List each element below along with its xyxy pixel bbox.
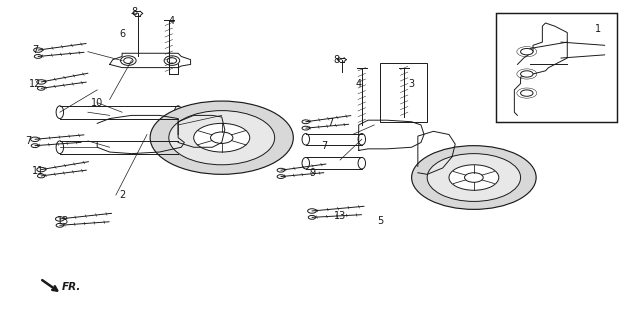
Circle shape bbox=[34, 54, 42, 58]
Circle shape bbox=[520, 71, 533, 77]
Circle shape bbox=[308, 209, 316, 213]
Text: 5: 5 bbox=[378, 216, 384, 226]
Circle shape bbox=[37, 80, 46, 84]
Bar bbox=[381, 63, 427, 122]
Text: 11: 11 bbox=[32, 166, 44, 176]
Text: 9: 9 bbox=[309, 168, 315, 178]
Bar bbox=[495, 13, 617, 122]
Circle shape bbox=[277, 168, 285, 172]
Text: 8: 8 bbox=[132, 7, 138, 17]
Text: 4: 4 bbox=[169, 16, 175, 27]
Text: 10: 10 bbox=[91, 98, 104, 108]
Text: 1: 1 bbox=[595, 24, 602, 34]
Circle shape bbox=[427, 154, 520, 201]
Ellipse shape bbox=[358, 157, 366, 169]
Text: 7: 7 bbox=[26, 136, 32, 146]
Text: 7: 7 bbox=[321, 141, 328, 151]
Text: 7: 7 bbox=[328, 118, 334, 128]
Text: 4: 4 bbox=[356, 78, 362, 89]
Circle shape bbox=[37, 167, 46, 172]
Text: 6: 6 bbox=[119, 29, 125, 39]
Ellipse shape bbox=[56, 141, 64, 154]
Circle shape bbox=[37, 174, 45, 178]
Text: 3: 3 bbox=[409, 78, 415, 89]
Circle shape bbox=[302, 120, 310, 124]
Text: FR.: FR. bbox=[62, 283, 81, 292]
Ellipse shape bbox=[302, 157, 310, 169]
Circle shape bbox=[169, 111, 275, 165]
Ellipse shape bbox=[56, 106, 64, 119]
Text: 8: 8 bbox=[334, 55, 340, 65]
Text: 13: 13 bbox=[334, 211, 346, 221]
Circle shape bbox=[520, 90, 533, 96]
Ellipse shape bbox=[174, 106, 182, 119]
Circle shape bbox=[37, 86, 45, 90]
Circle shape bbox=[31, 137, 39, 141]
Text: 2: 2 bbox=[119, 190, 125, 200]
Text: 13: 13 bbox=[57, 216, 69, 226]
FancyBboxPatch shape bbox=[183, 116, 226, 146]
Circle shape bbox=[308, 215, 316, 219]
Ellipse shape bbox=[302, 133, 310, 145]
Circle shape bbox=[520, 49, 533, 55]
Circle shape bbox=[277, 175, 285, 179]
Circle shape bbox=[302, 126, 310, 130]
Circle shape bbox=[449, 165, 499, 190]
Circle shape bbox=[56, 223, 64, 227]
Circle shape bbox=[412, 146, 536, 209]
Text: 7: 7 bbox=[32, 45, 38, 55]
Ellipse shape bbox=[358, 133, 366, 145]
Circle shape bbox=[193, 123, 250, 152]
Text: 12: 12 bbox=[29, 78, 41, 89]
Circle shape bbox=[56, 217, 64, 221]
Circle shape bbox=[34, 48, 42, 52]
Ellipse shape bbox=[174, 141, 182, 154]
Circle shape bbox=[31, 144, 39, 148]
Circle shape bbox=[150, 101, 293, 174]
